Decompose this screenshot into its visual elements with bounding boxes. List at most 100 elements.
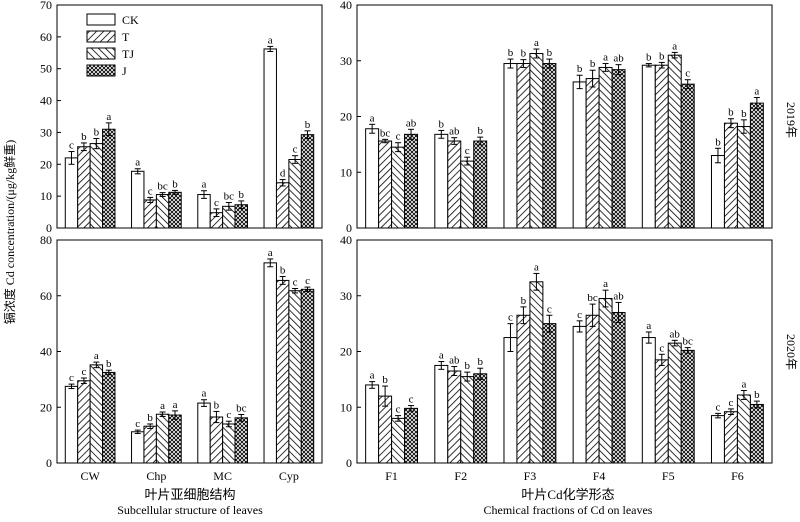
significance-letter: ab bbox=[613, 290, 624, 302]
significance-letter: bc bbox=[224, 191, 235, 203]
x-tick-label: F1 bbox=[385, 469, 398, 483]
x-tick-label: F4 bbox=[593, 469, 606, 483]
y-tick-label: 20 bbox=[340, 345, 352, 359]
bar bbox=[723, 122, 738, 229]
significance-letter: b bbox=[214, 399, 220, 411]
significance-letter: a bbox=[672, 40, 677, 52]
significance-letter: ab bbox=[670, 328, 681, 340]
y-tick-label: 0 bbox=[346, 221, 352, 235]
legend-label: CK bbox=[122, 13, 139, 27]
significance-letter: bc bbox=[236, 402, 247, 414]
bar bbox=[542, 63, 557, 229]
y-tick-label: 10 bbox=[340, 165, 352, 179]
significance-letter: b bbox=[728, 107, 734, 119]
significance-letter: b bbox=[147, 412, 153, 424]
bar bbox=[736, 126, 751, 229]
y-tick-label: 50 bbox=[40, 62, 52, 76]
bar bbox=[503, 63, 518, 229]
bar bbox=[516, 314, 531, 464]
significance-letter: ab bbox=[449, 126, 460, 138]
bar bbox=[529, 281, 544, 464]
bar bbox=[131, 431, 145, 464]
significance-letter: bc bbox=[683, 336, 694, 348]
significance-letter: b bbox=[659, 50, 665, 62]
significance-letter: c bbox=[409, 394, 414, 406]
y-tick-label: 20 bbox=[340, 110, 352, 124]
significance-letter: a bbox=[106, 111, 111, 123]
bar bbox=[263, 48, 277, 229]
significance-letter: c bbox=[69, 372, 74, 384]
y-tick-label: 70 bbox=[40, 0, 52, 12]
bar bbox=[288, 290, 302, 464]
significance-letter: b bbox=[172, 178, 178, 190]
significance-letter: b bbox=[477, 356, 483, 368]
significance-letter: a bbox=[202, 388, 207, 400]
plot-frame bbox=[56, 4, 323, 229]
significance-letter: c bbox=[396, 131, 401, 143]
row-label-2020: 2020年 bbox=[784, 334, 798, 370]
significance-letter: ab bbox=[406, 117, 417, 129]
significance-letter: a bbox=[741, 379, 746, 391]
bar bbox=[710, 155, 725, 229]
bar bbox=[64, 385, 79, 464]
bar bbox=[447, 370, 462, 464]
significance-letter: c bbox=[508, 312, 513, 324]
significance-letter: b bbox=[754, 389, 760, 401]
legend-swatch bbox=[86, 13, 116, 26]
significance-letter: b bbox=[106, 358, 112, 370]
bar bbox=[460, 376, 475, 464]
x-tick-label: Chp bbox=[146, 469, 166, 483]
significance-letter: a bbox=[439, 350, 444, 362]
bar bbox=[300, 134, 315, 229]
y-tick-label: 30 bbox=[40, 125, 52, 139]
y-tick-label: 40 bbox=[340, 233, 352, 247]
significance-letter: c bbox=[659, 342, 664, 354]
bar bbox=[365, 384, 380, 464]
significance-letter: a bbox=[173, 399, 178, 411]
legend: CK T TJ J bbox=[86, 13, 139, 78]
legend-label: J bbox=[122, 64, 127, 78]
bar bbox=[275, 182, 290, 229]
bar bbox=[209, 416, 224, 464]
significance-letter: a bbox=[603, 52, 608, 64]
significance-letter: bc bbox=[587, 292, 598, 304]
bar bbox=[641, 64, 656, 229]
y-tick-label: 0 bbox=[46, 456, 52, 470]
y-tick-label: 30 bbox=[340, 54, 352, 68]
bar bbox=[64, 157, 79, 229]
x-tick-label: F6 bbox=[731, 469, 744, 483]
bar bbox=[89, 143, 104, 229]
y-tick-label: 40 bbox=[40, 94, 52, 108]
y-tick-label: 20 bbox=[40, 157, 52, 171]
x-tick-label: F5 bbox=[662, 469, 675, 483]
bar bbox=[710, 415, 725, 464]
bar bbox=[102, 371, 116, 464]
significance-letter: b bbox=[477, 125, 483, 137]
bar bbox=[234, 417, 248, 464]
significance-letter: c bbox=[547, 303, 552, 315]
bar bbox=[542, 323, 557, 464]
legend-swatch bbox=[86, 47, 116, 60]
significance-letter: b bbox=[239, 189, 245, 201]
bar bbox=[391, 417, 406, 464]
left-x-title-cn: 叶片亚细胞结构 bbox=[144, 487, 236, 502]
y-tick-label: 40 bbox=[40, 345, 52, 359]
significance-letter: c bbox=[69, 140, 74, 152]
bar bbox=[365, 128, 380, 229]
significance-letter: d bbox=[280, 168, 286, 180]
bar bbox=[503, 337, 518, 464]
significance-letter: a bbox=[160, 400, 165, 412]
significance-letter: b bbox=[521, 295, 527, 307]
bar bbox=[572, 325, 587, 464]
bar bbox=[611, 311, 626, 464]
significance-letter: a bbox=[202, 179, 207, 191]
y-tick-label: 20 bbox=[40, 400, 52, 414]
y-tick-label: 80 bbox=[40, 233, 52, 247]
significance-letter: c bbox=[577, 309, 582, 321]
significance-letter: b bbox=[439, 118, 445, 130]
significance-letter: c bbox=[148, 185, 153, 197]
bar bbox=[155, 413, 170, 464]
bar bbox=[641, 337, 656, 464]
